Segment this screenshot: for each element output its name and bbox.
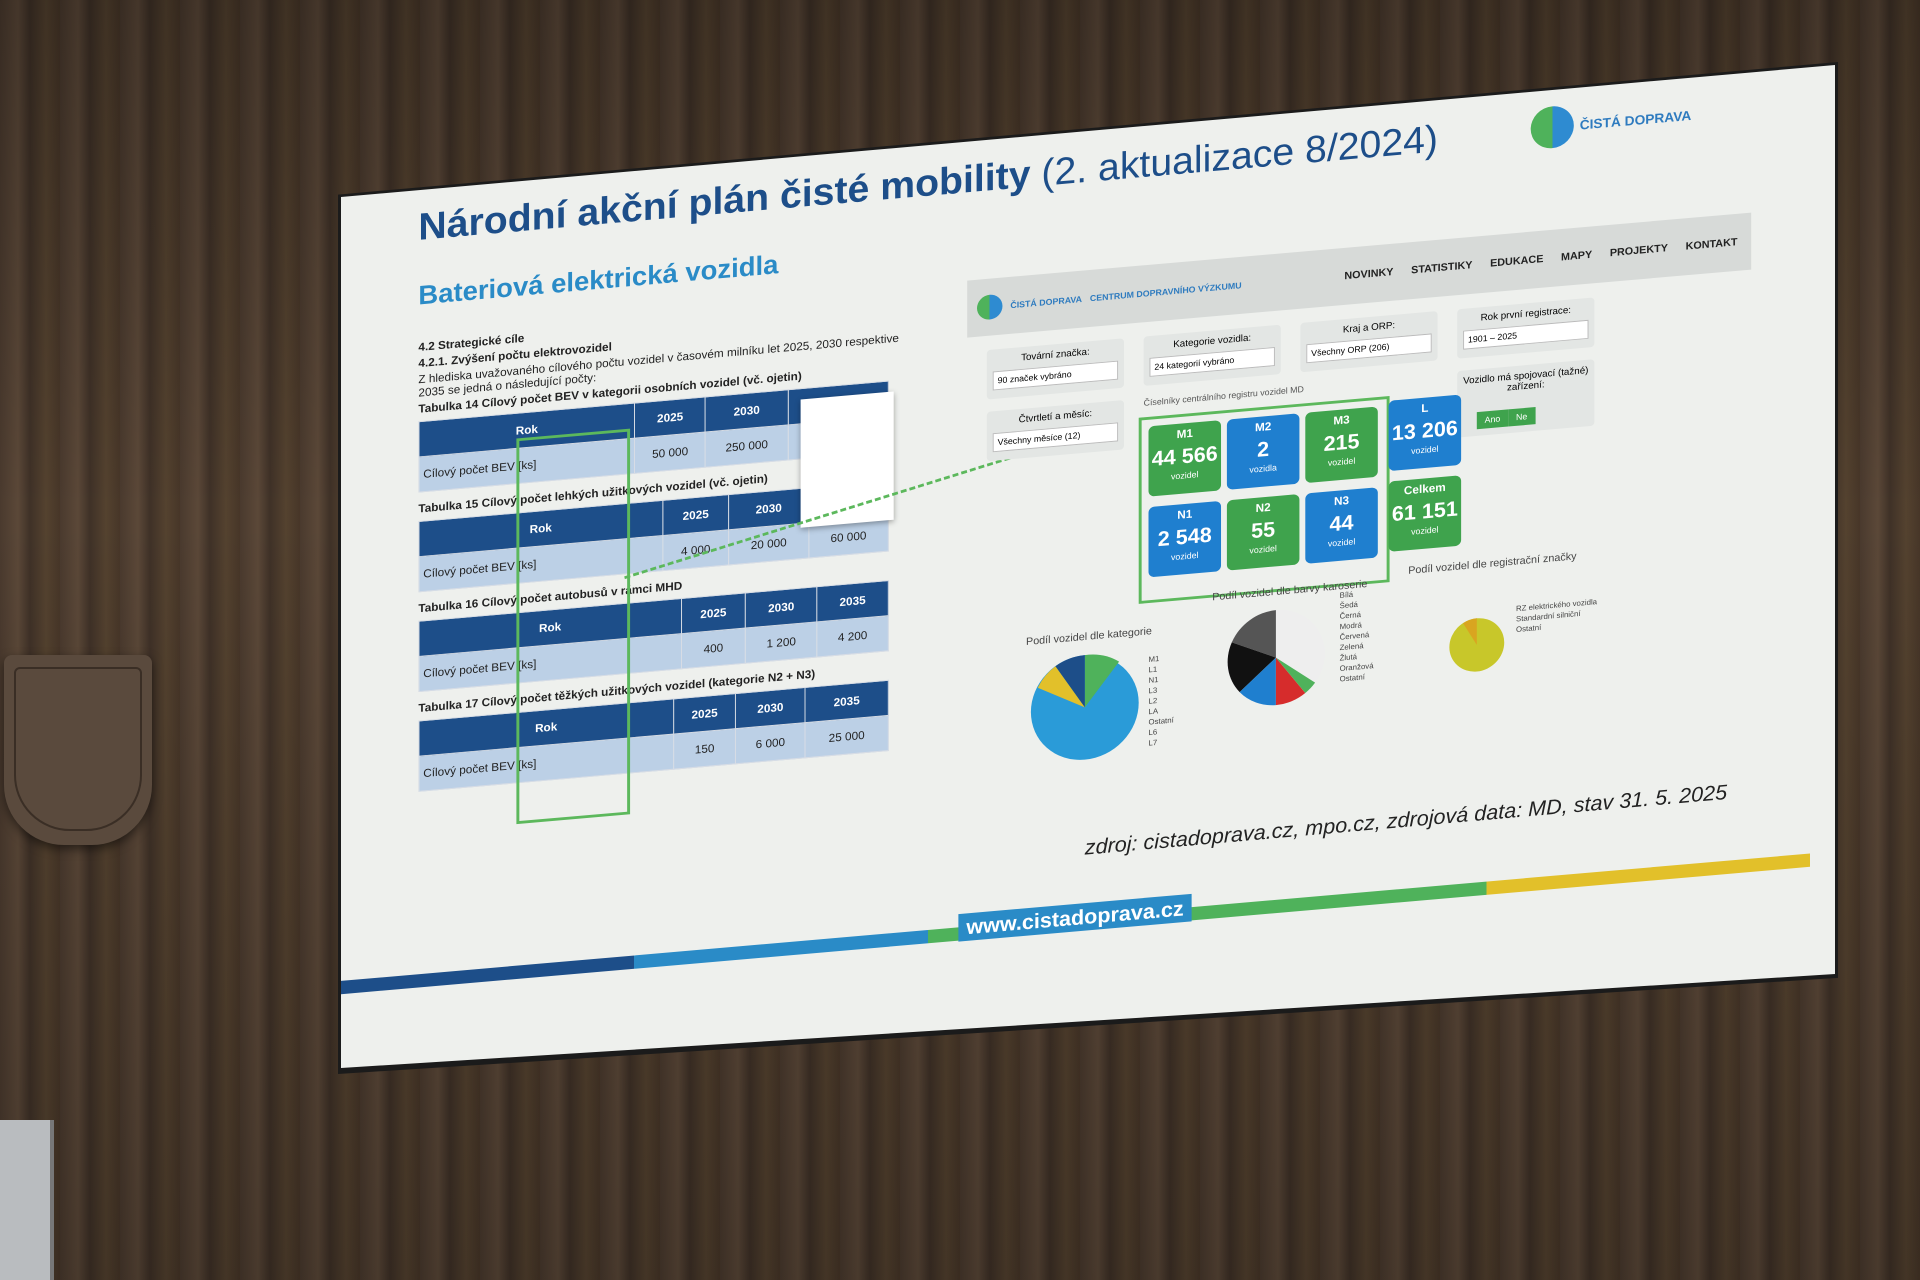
stat-tile-m3[interactable]: M3 215 vozidel <box>1305 406 1378 484</box>
table-cell: 4 200 <box>816 615 889 658</box>
nav-menu-item[interactable]: EDUKACE <box>1490 253 1544 270</box>
tile-v: 13 206 <box>1391 415 1458 446</box>
table-header-cell: 2025 <box>662 494 729 536</box>
pie-plate-chart <box>1449 618 1505 672</box>
stat-tile-n2[interactable]: N2 55 vozidel <box>1226 494 1300 571</box>
nav-menu-item[interactable]: NOVINKY <box>1344 266 1394 283</box>
legend-item: L7 <box>1148 738 1158 748</box>
pie-plate-legend: RZ elektrického vozidla Standardní silnič… <box>1516 596 1597 634</box>
stat-tile-celkem[interactable]: Celkem 61 151 vozidel <box>1388 475 1462 552</box>
region-filter[interactable]: Kraj a ORP: Všechny ORP (206) <box>1300 311 1438 373</box>
category-filter[interactable]: Kategorie vozidla: 24 kategorií vybráno <box>1143 324 1281 386</box>
cista-doprava-logo: ČISTÁ DOPRAVA <box>1530 94 1691 151</box>
dashboard-screenshot: ČISTÁ DOPRAVA CENTRUM DOPRAVNÍHO VÝZKUMU … <box>967 212 1752 794</box>
table-cell: 400 <box>681 628 746 669</box>
year-filter[interactable]: Rok první registrace: 1901 – 2025 <box>1457 297 1595 359</box>
nav-menu-item[interactable]: MAPY <box>1561 249 1593 264</box>
tile-k: N2 <box>1255 500 1271 515</box>
stat-tile-n3[interactable]: N3 44 vozidel <box>1305 487 1378 564</box>
nav-menu-item[interactable]: STATISTIKY <box>1411 259 1473 277</box>
door-frame <box>0 1120 54 1280</box>
legend-item: Ostatní <box>1148 715 1174 727</box>
tile-k: N1 <box>1177 507 1193 522</box>
stat-tile-n1[interactable]: N1 2 548 vozidel <box>1148 500 1222 578</box>
quarter-filter[interactable]: Čtvrtletí a měsíc: Všechny měsíce (12) <box>986 400 1124 462</box>
slide: Národní akční plán čisté mobility (2. ak… <box>341 75 1810 1069</box>
table-cell: 20 000 <box>728 522 809 565</box>
table-cell: 4 000 <box>662 529 729 571</box>
table-header-cell: 2025 <box>673 693 736 735</box>
tile-v: 61 151 <box>1391 496 1458 526</box>
tv-screen: Národní akční plán čisté mobility (2. ak… <box>340 62 1840 1072</box>
pie-plate-title: Podíl vozidel dle registrační značky <box>1408 550 1577 577</box>
tile-v: 55 <box>1251 517 1276 543</box>
table-cell: 1 200 <box>745 621 817 664</box>
highlight-2025-column <box>516 428 631 825</box>
tile-k: L <box>1421 401 1429 416</box>
tile-v: 215 <box>1323 428 1360 456</box>
slide-subtitle: Bateriová elektrická vozidla <box>418 249 779 311</box>
tile-k: M1 <box>1176 426 1193 442</box>
tile-v: 44 <box>1329 510 1354 537</box>
tile-k: M2 <box>1254 419 1272 435</box>
slide-title: Národní akční plán čisté mobility (2. ak… <box>418 118 1438 249</box>
logo-mark-icon <box>1530 104 1574 151</box>
pie-color-chart <box>1226 609 1325 706</box>
document-excerpt: 4.2 Strategické cíle 4.2.1. Zvýšení počt… <box>418 294 918 801</box>
logo-mark-icon <box>977 293 1003 321</box>
pie-category-legend: M1 L1 N1 L3 L2 LA Ostatní L6 L7 <box>1149 652 1174 748</box>
tile-v: 2 548 <box>1157 522 1212 551</box>
pie-category-title: Podíl vozidel dle kategorie <box>1026 625 1152 648</box>
stat-tile-m2[interactable]: M2 2 vozidla <box>1226 413 1300 490</box>
wall-coat-of-arms <box>4 655 152 845</box>
nav-menu-item[interactable]: PROJEKTY <box>1609 242 1668 260</box>
stat-tile-m1[interactable]: M1 44 566 vozidel <box>1148 420 1222 497</box>
legend-item: Ostatní <box>1339 672 1365 684</box>
table-cell: 250 000 <box>705 424 788 468</box>
tile-v: 2 <box>1257 436 1270 462</box>
table-cell: 6 000 <box>735 722 806 764</box>
table-header-cell: 2025 <box>681 592 746 634</box>
brand-filter[interactable]: Tovární značka: 90 značek vybráno <box>986 338 1124 400</box>
pie-category-chart <box>1030 654 1139 760</box>
nav-menu-item[interactable]: KONTAKT <box>1685 236 1738 253</box>
footer-url[interactable]: www.cistadoprava.cz <box>341 842 1810 994</box>
table-cell: 50 000 <box>634 432 706 474</box>
tile-k: Celkem <box>1403 480 1446 498</box>
tile-k: N3 <box>1334 493 1350 509</box>
registry-note: Číselníky centrálního registru vozidel M… <box>1143 384 1304 408</box>
table-cell: 25 000 <box>805 715 889 758</box>
source-note: zdroj: cistadoprava.cz, mpo.cz, zdrojová… <box>1084 779 1728 860</box>
pie-color-legend: Bílá Šedá Černá Modrá Červená Zelená Žlutá Oran… <box>1340 587 1374 684</box>
tile-v: 44 566 <box>1151 441 1218 471</box>
tile-k: M3 <box>1333 412 1350 428</box>
table-cell: 150 <box>673 728 736 770</box>
stat-tile-l[interactable]: L 13 206 vozidel <box>1388 394 1462 472</box>
